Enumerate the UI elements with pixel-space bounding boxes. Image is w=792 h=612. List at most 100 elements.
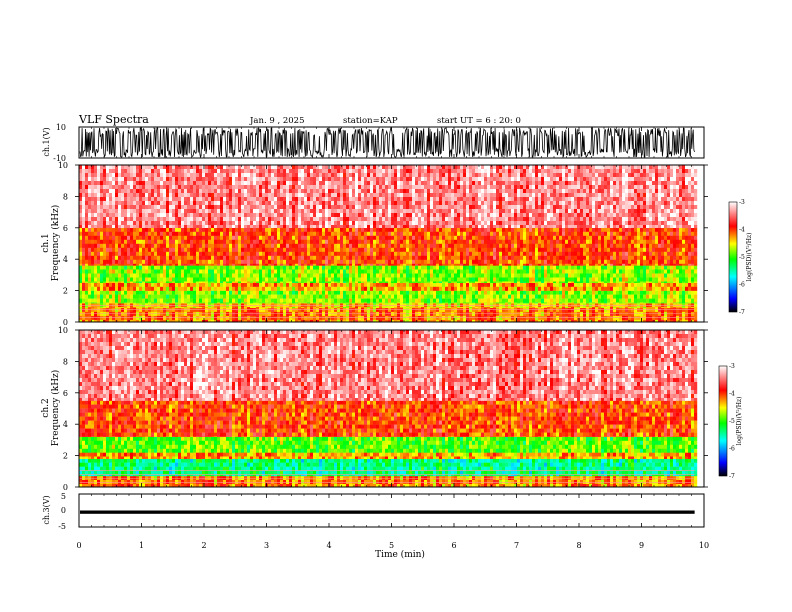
spectrogram-cell bbox=[169, 259, 173, 264]
spectrogram-cell bbox=[169, 294, 173, 299]
spectrogram-cell bbox=[109, 290, 113, 295]
spectrogram-cell bbox=[292, 311, 296, 317]
spectrogram-cell bbox=[253, 277, 257, 282]
spectrogram-cell bbox=[355, 277, 359, 282]
spectrogram-cell bbox=[205, 277, 209, 282]
spectrogram-cell bbox=[268, 177, 272, 182]
spectrogram-cell bbox=[358, 311, 362, 317]
spectrogram-cell bbox=[202, 205, 206, 210]
spectrogram-cell bbox=[271, 193, 275, 198]
spectrogram-cell bbox=[139, 263, 143, 266]
spectrogram-cell bbox=[121, 169, 125, 174]
spectrogram-cell bbox=[259, 307, 263, 313]
spectrogram-cell bbox=[376, 193, 380, 198]
spectrogram-cell bbox=[343, 225, 347, 228]
spectrogram-cell bbox=[256, 315, 260, 321]
spectrogram-cell bbox=[334, 185, 338, 190]
spectrogram-cell bbox=[166, 259, 170, 264]
spectrogram-cell bbox=[172, 307, 176, 309]
spectrogram-cell bbox=[307, 231, 311, 236]
spectrogram-cell bbox=[277, 213, 281, 218]
spectrogram-cell bbox=[274, 294, 278, 299]
spectrogram-cell bbox=[277, 225, 281, 228]
spectrogram-cell bbox=[145, 177, 149, 182]
spectrogram-cell bbox=[256, 263, 260, 266]
spectrogram-cell bbox=[253, 251, 257, 256]
spectrogram-cell bbox=[121, 290, 125, 295]
spectrogram-cell bbox=[334, 189, 338, 194]
spectrogram-cell bbox=[253, 273, 257, 278]
spectrogram-cell bbox=[259, 225, 263, 228]
spectrogram-cell bbox=[85, 173, 89, 178]
spectrogram-cell bbox=[409, 255, 413, 260]
spectrogram-cell bbox=[331, 286, 335, 291]
spectrogram-cell bbox=[196, 231, 200, 236]
spectrogram-cell bbox=[340, 286, 344, 291]
spectrogram-cell bbox=[304, 273, 308, 278]
spectrogram-cell bbox=[154, 205, 158, 210]
spectrogram-cell bbox=[88, 282, 92, 287]
spectrogram-cell bbox=[118, 298, 122, 303]
spectrogram-cell bbox=[349, 221, 353, 226]
spectrogram-cell bbox=[307, 217, 311, 222]
spectrogram-cell bbox=[127, 213, 131, 218]
spectrogram-cell bbox=[379, 169, 383, 174]
spectrogram-cell bbox=[109, 265, 113, 270]
spectrogram-cell bbox=[79, 282, 83, 287]
spectrogram-cell bbox=[253, 221, 257, 226]
spectrogram-cell bbox=[415, 165, 419, 170]
spectrogram-cell bbox=[142, 265, 146, 270]
spectrogram-cell bbox=[229, 239, 233, 244]
spectrogram-cell bbox=[337, 265, 341, 270]
spectrogram-cell bbox=[334, 277, 338, 282]
spectrogram-cell bbox=[196, 193, 200, 198]
spectrogram-cell bbox=[139, 281, 143, 283]
spectrogram-cell bbox=[169, 315, 173, 321]
spectrogram-cell bbox=[394, 298, 398, 303]
spectrogram-cell bbox=[172, 263, 176, 266]
spectrogram-cell bbox=[286, 235, 290, 240]
spectrogram-cell bbox=[178, 294, 182, 299]
spectrogram-cell bbox=[163, 235, 167, 240]
spectrogram-cell bbox=[100, 307, 104, 313]
spectrogram-cell bbox=[223, 251, 227, 256]
spectrogram-cell bbox=[202, 277, 206, 282]
spectrogram-cell bbox=[151, 235, 155, 240]
spectrogram-cell bbox=[196, 177, 200, 182]
spectrogram-cell bbox=[388, 307, 392, 313]
spectrogram-cell bbox=[88, 290, 92, 295]
spectrogram-cell bbox=[322, 189, 326, 194]
spectrogram-cell bbox=[235, 197, 239, 202]
spectrogram-cell bbox=[94, 213, 98, 218]
spectrogram-cell bbox=[262, 307, 266, 313]
spectrogram-cell bbox=[220, 307, 224, 313]
spectrogram-cell bbox=[139, 290, 143, 295]
spectrogram-cell bbox=[370, 169, 374, 174]
spectrogram-cell bbox=[106, 177, 110, 182]
spectrogram-cell bbox=[103, 231, 107, 236]
spectrogram-cell bbox=[268, 225, 272, 228]
spectrogram-cell bbox=[214, 302, 218, 304]
spectrogram-cell bbox=[100, 290, 104, 295]
spectrogram-cell bbox=[229, 302, 233, 304]
spectrogram-cell bbox=[235, 277, 239, 282]
spectrogram-cell bbox=[280, 227, 284, 232]
spectrogram-cell bbox=[280, 282, 284, 287]
spectrogram-cell bbox=[256, 247, 260, 252]
spectrogram-cell bbox=[268, 201, 272, 206]
spectrogram-cell bbox=[418, 173, 422, 178]
spectrogram-cell bbox=[211, 286, 215, 291]
spectrogram-cell bbox=[106, 307, 110, 309]
spectrogram-cell bbox=[412, 263, 416, 266]
spectrogram-cell bbox=[250, 169, 254, 174]
spectrogram-cell bbox=[214, 185, 218, 190]
spectrogram-cell bbox=[172, 185, 176, 190]
spectrogram-cell bbox=[214, 315, 218, 321]
spectrogram-cell bbox=[139, 282, 143, 287]
spectrogram-cell bbox=[385, 277, 389, 282]
spectrogram-cell bbox=[349, 181, 353, 186]
spectrogram-cell bbox=[331, 319, 335, 323]
spectrogram-cell bbox=[118, 281, 122, 283]
spectrogram-cell bbox=[358, 205, 362, 210]
spectrogram-cell bbox=[334, 181, 338, 186]
